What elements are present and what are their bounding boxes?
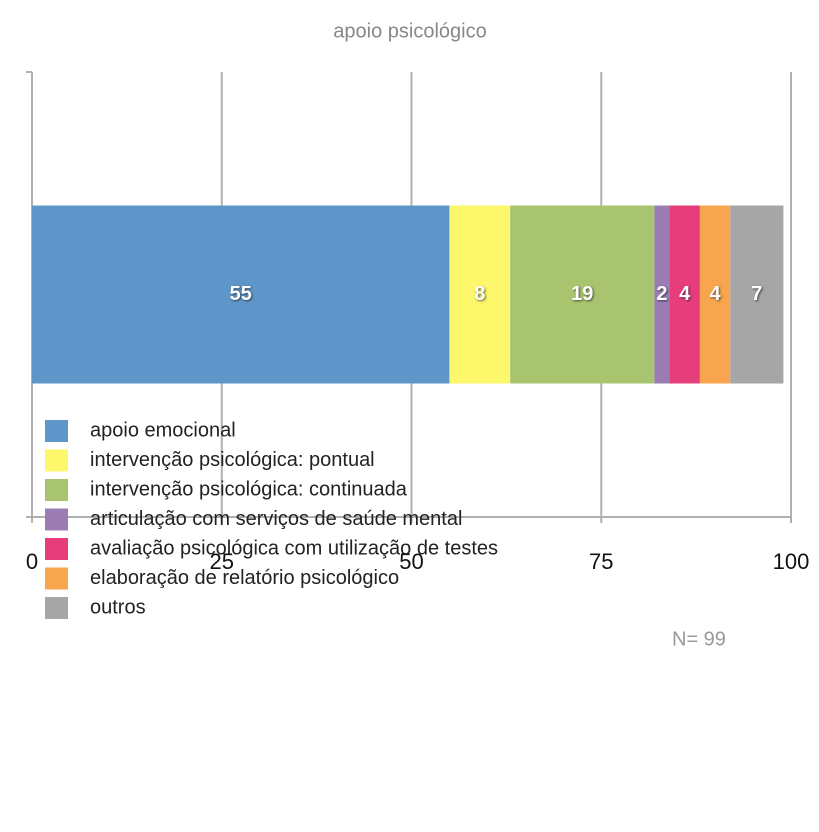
legend-swatch	[45, 449, 68, 472]
legend-label: articulação com serviços de saúde mental	[90, 508, 462, 530]
bar-segment	[510, 205, 655, 384]
bar-segment	[654, 205, 670, 384]
legend-label: intervenção psicológica: pontual	[90, 449, 375, 471]
legend-swatch	[45, 538, 68, 560]
annotation: N= 99	[672, 628, 726, 650]
legend-label: intervenção psicológica: continuada	[90, 478, 408, 500]
legend-label: avaliação psicológica com utilização de …	[90, 537, 498, 559]
bar-segment	[669, 205, 700, 384]
legend-swatch	[45, 420, 68, 442]
data-label: 2	[656, 283, 667, 305]
data-label: 4	[710, 283, 722, 305]
legend-label: elaboração de relatório psicológico	[90, 567, 399, 589]
bar-segment	[32, 205, 450, 384]
x-tick-label: 50	[399, 549, 423, 574]
legend-label: apoio emocional	[90, 419, 236, 441]
legend-swatch	[45, 597, 68, 619]
bar-segment	[730, 205, 784, 384]
chart-title: apoio psicológico	[333, 20, 486, 42]
bar-segment	[699, 205, 731, 384]
bar-segment	[449, 205, 511, 384]
data-label: 4	[679, 283, 691, 305]
data-label: 7	[751, 283, 762, 305]
x-tick-label: 25	[210, 549, 234, 574]
legend-swatch	[45, 479, 68, 501]
data-label: 19	[571, 283, 593, 305]
x-tick-label: 0	[26, 549, 38, 574]
legend-swatch	[45, 567, 68, 590]
legend-swatch	[45, 508, 68, 531]
legend-label: outros	[90, 596, 146, 618]
data-label: 8	[474, 283, 485, 305]
x-tick-label: 100	[773, 549, 810, 574]
x-tick-label: 75	[589, 549, 613, 574]
data-label: 55	[230, 283, 252, 305]
